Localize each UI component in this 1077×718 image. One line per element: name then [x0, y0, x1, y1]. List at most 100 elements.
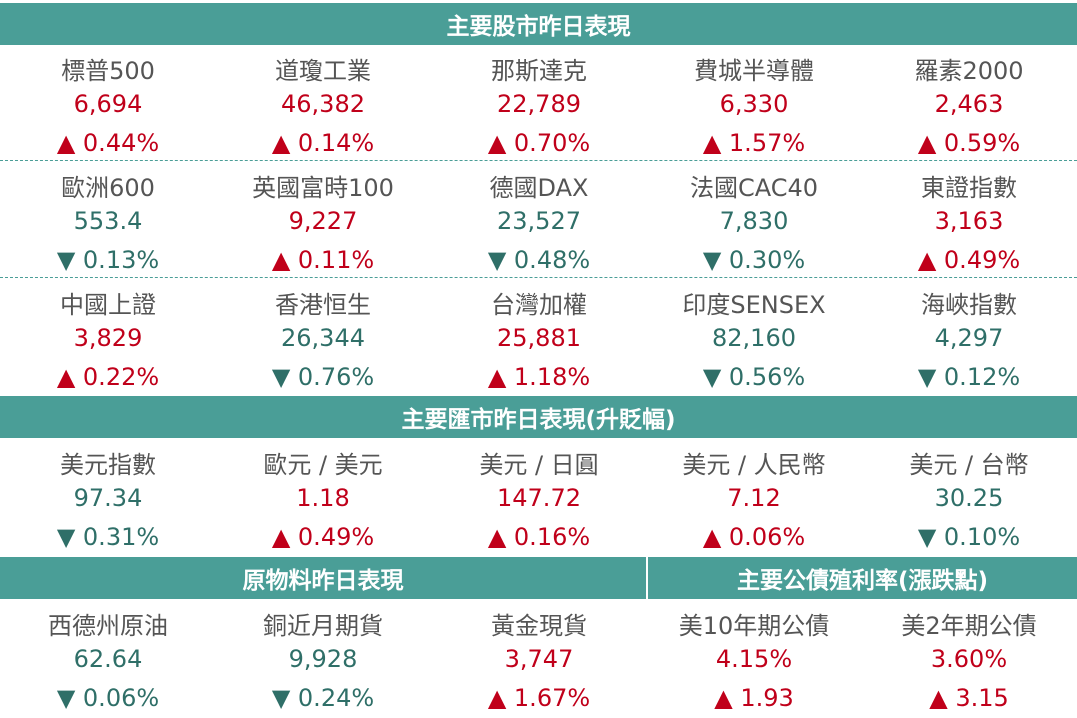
- quote-cell: 標普500 6,694 ▲ 0.44%: [1, 45, 216, 161]
- quote-value: 7,830: [719, 207, 789, 235]
- quote-name: 印度SENSEX: [682, 291, 826, 319]
- quote-cell: 東證指數 3,163 ▲ 0.49%: [862, 162, 1077, 278]
- quote-name: 西德州原油: [48, 612, 168, 640]
- quote-cell: 費城半導體 6,330 ▲ 1.57%: [647, 45, 862, 161]
- quote-value: 9,928: [288, 645, 358, 673]
- quote-change: ▲ 1.57%: [702, 129, 806, 157]
- quote-name: 費城半導體: [694, 57, 814, 85]
- quote-name: 台灣加權: [491, 291, 587, 319]
- quote-row: 西德州原油 62.64 ▼ 0.06% 銅近月期貨 9,928 ▼ 0.24% 黃金現貨 3,…: [0, 600, 1077, 716]
- quote-change: ▲ 0.14%: [271, 129, 375, 157]
- quote-cell: 美10年期公債 4.15% ▲ 1.93: [647, 600, 862, 716]
- quote-row: 歐洲600 553.4 ▼ 0.13% 英國富時100 9,227 ▲ 0.11% 德國DA…: [0, 162, 1077, 278]
- quote-change: ▼ 0.76%: [271, 363, 375, 391]
- quote-cell: 美2年期公債 3.60% ▲ 3.15: [862, 600, 1077, 716]
- quote-value: 6,694: [73, 90, 143, 118]
- quote-name: 美元指數: [60, 451, 156, 479]
- quote-value: 23,527: [497, 207, 581, 235]
- quote-value: 26,344: [281, 324, 365, 352]
- quote-cell: 歐洲600 553.4 ▼ 0.13%: [1, 162, 216, 278]
- quote-row: 中國上證 3,829 ▲ 0.22% 香港恒生 26,344 ▼ 0.76% 台灣加權 25,…: [0, 279, 1077, 395]
- quote-name: 美10年期公債: [678, 612, 830, 640]
- quote-change: ▼ 0.06%: [56, 684, 160, 712]
- quote-cell: 西德州原油 62.64 ▼ 0.06%: [1, 600, 216, 716]
- quote-name: 歐洲600: [61, 174, 155, 202]
- quote-change: ▼ 0.31%: [56, 523, 160, 551]
- quote-value: 7.12: [727, 484, 781, 512]
- quote-value: 147.72: [497, 484, 581, 512]
- quote-name: 德國DAX: [489, 174, 589, 202]
- quote-change: ▼ 0.56%: [702, 363, 806, 391]
- quote-cell: 銅近月期貨 9,928 ▼ 0.24%: [216, 600, 431, 716]
- quote-change: ▲ 1.67%: [487, 684, 591, 712]
- quote-cell: 美元指數 97.34 ▼ 0.31%: [1, 439, 216, 555]
- quote-cell: 那斯達克 22,789 ▲ 0.70%: [432, 45, 647, 161]
- bonds-header: 主要公債殖利率(漲跌點): [648, 557, 1077, 599]
- commodities-header-title: 原物料昨日表現: [242, 568, 404, 594]
- quote-name: 羅素2000: [914, 57, 1024, 85]
- commodities-header: 原物料昨日表現: [0, 557, 646, 599]
- quote-value: 3,747: [504, 645, 574, 673]
- quote-cell: 黃金現貨 3,747 ▲ 1.67%: [432, 600, 647, 716]
- quote-value: 22,789: [497, 90, 581, 118]
- quote-change: ▼ 0.24%: [271, 684, 375, 712]
- quote-cell: 香港恒生 26,344 ▼ 0.76%: [216, 279, 431, 395]
- row-divider: [0, 160, 1077, 161]
- quote-value: 4.15%: [715, 645, 793, 673]
- quote-change: ▲ 0.22%: [56, 363, 160, 391]
- quote-value: 82,160: [712, 324, 796, 352]
- quote-change: ▲ 0.49%: [271, 523, 375, 551]
- quote-name: 東證指數: [921, 174, 1017, 202]
- quote-cell: 德國DAX 23,527 ▼ 0.48%: [432, 162, 647, 278]
- stocks-header-title: 主要股市昨日表現: [446, 14, 631, 40]
- quote-change: ▲ 0.11%: [271, 246, 375, 274]
- quote-name: 歐元 / 美元: [263, 451, 383, 479]
- quote-name: 海峽指數: [921, 291, 1017, 319]
- fx-header-title: 主要匯市昨日表現(升貶幅): [401, 407, 676, 433]
- quote-value: 2,463: [934, 90, 1004, 118]
- quote-change: ▲ 0.59%: [917, 129, 1021, 157]
- quote-cell: 美元 / 台幣 30.25 ▼ 0.10%: [862, 439, 1077, 555]
- quote-cell: 印度SENSEX 82,160 ▼ 0.56%: [647, 279, 862, 395]
- quote-change: ▲ 0.16%: [487, 523, 591, 551]
- quote-name: 美元 / 人民幣: [682, 451, 826, 479]
- quote-cell: 羅素2000 2,463 ▲ 0.59%: [862, 45, 1077, 161]
- quote-cell: 海峽指數 4,297 ▼ 0.12%: [862, 279, 1077, 395]
- quote-name: 銅近月期貨: [263, 612, 383, 640]
- quote-value: 3,829: [73, 324, 143, 352]
- quote-name: 英國富時100: [252, 174, 394, 202]
- quote-cell: 道瓊工業 46,382 ▲ 0.14%: [216, 45, 431, 161]
- quote-change: ▼ 0.12%: [917, 363, 1021, 391]
- quote-change: ▲ 0.06%: [702, 523, 806, 551]
- quote-change: ▲ 0.49%: [917, 246, 1021, 274]
- quote-change: ▲ 0.70%: [487, 129, 591, 157]
- quote-change: ▲ 1.93: [714, 684, 794, 712]
- quote-value: 1.18: [296, 484, 350, 512]
- quote-cell: 美元 / 日圓 147.72 ▲ 0.16%: [432, 439, 647, 555]
- quote-name: 美2年期公債: [901, 612, 1037, 640]
- quote-change: ▲ 3.15: [929, 684, 1009, 712]
- quote-value: 25,881: [497, 324, 581, 352]
- quote-cell: 台灣加權 25,881 ▲ 1.18%: [432, 279, 647, 395]
- quote-change: ▼ 0.48%: [487, 246, 591, 274]
- quote-row: 美元指數 97.34 ▼ 0.31% 歐元 / 美元 1.18 ▲ 0.49% 美元 / 日…: [0, 439, 1077, 555]
- quote-value: 62.64: [73, 645, 143, 673]
- quote-cell: 歐元 / 美元 1.18 ▲ 0.49%: [216, 439, 431, 555]
- quote-name: 道瓊工業: [275, 57, 371, 85]
- quote-value: 9,227: [288, 207, 358, 235]
- bonds-header-title: 主要公債殖利率(漲跌點): [736, 568, 989, 594]
- quote-cell: 法國CAC40 7,830 ▼ 0.30%: [647, 162, 862, 278]
- quote-value: 553.4: [73, 207, 143, 235]
- row-divider: [0, 277, 1077, 278]
- quote-cell: 英國富時100 9,227 ▲ 0.11%: [216, 162, 431, 278]
- quote-value: 97.34: [73, 484, 143, 512]
- quote-value: 4,297: [934, 324, 1004, 352]
- quote-value: 30.25: [934, 484, 1004, 512]
- quote-value: 3,163: [934, 207, 1004, 235]
- stocks-header: 主要股市昨日表現: [0, 3, 1077, 45]
- quote-name: 標普500: [61, 57, 155, 85]
- quote-name: 香港恒生: [275, 291, 371, 319]
- quote-value: 3.60%: [930, 645, 1008, 673]
- quote-cell: 美元 / 人民幣 7.12 ▲ 0.06%: [647, 439, 862, 555]
